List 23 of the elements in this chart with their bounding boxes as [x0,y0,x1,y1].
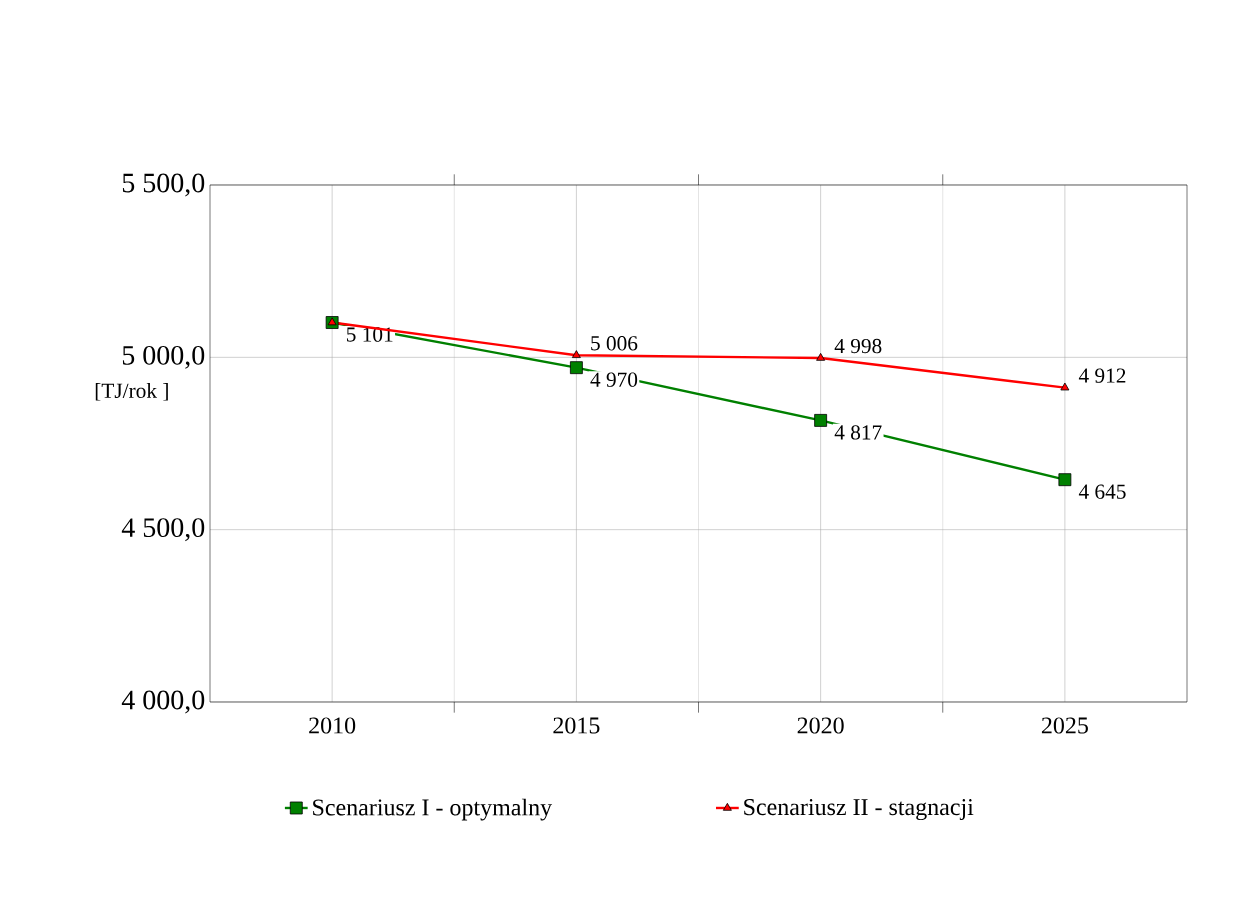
data-label: 4 645 [1078,484,1126,499]
data-label: 4 817 [834,425,882,440]
y-tick-label: 4 000,0 [121,690,205,714]
x-tick-label: 2020 [797,717,844,734]
y-axis-title: [TJ/rok ] [95,382,168,401]
data-label: 5 006 [591,336,638,351]
x-tick-label: 2015 [553,717,600,734]
point [1060,382,1070,391]
legend-label: Scenariusz I - optymalny [313,798,553,821]
point [569,361,583,375]
y-tick-label: 5 500,0 [122,173,205,197]
legend-label: Scenariusz II - stagnacji [744,799,974,821]
point [814,414,828,427]
data-label: 4 998 [834,338,882,354]
y-tick-label: 4 500,0 [121,518,205,542]
x-tick-label: 2010 [309,717,356,734]
point [571,350,581,358]
data-label: 4 970 [590,372,638,387]
point [1058,473,1072,487]
x-tick-label: 2025 [1041,717,1088,734]
y-tick-label: 5 000,0 [122,345,205,369]
point [816,352,826,361]
data-label: 4 912 [1078,368,1126,383]
